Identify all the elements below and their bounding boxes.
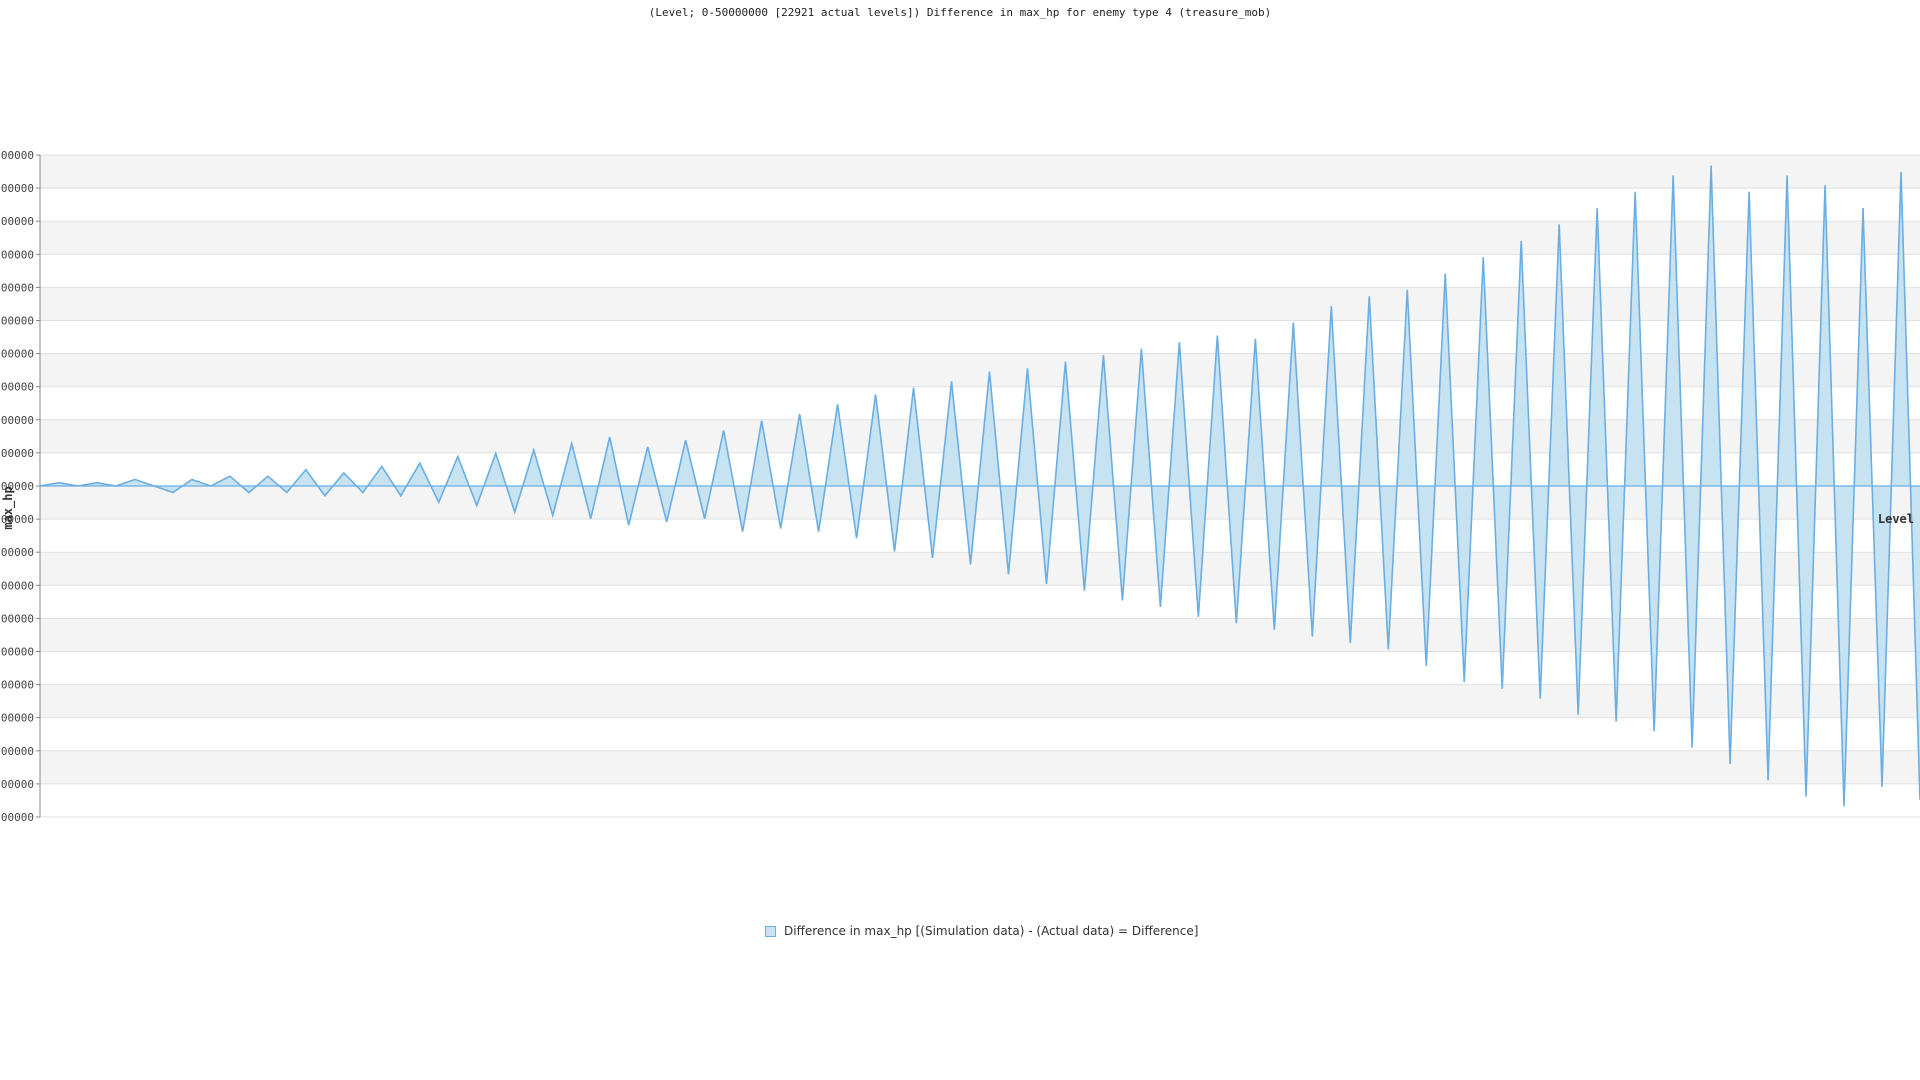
plot-band <box>40 188 1920 222</box>
y-tick-label: 00000 <box>1 281 34 294</box>
plot-band <box>40 386 1920 420</box>
y-tick-label: 00000 <box>1 480 34 493</box>
chart-title: (Level; 0-50000000 [22921 actual levels]… <box>649 6 1272 19</box>
y-tick-label: 00000 <box>1 414 34 427</box>
plot-band <box>40 254 1920 288</box>
plot-band <box>40 618 1920 652</box>
y-tick-label: 00000 <box>1 745 34 758</box>
y-tick-label: 00000 <box>1 712 34 725</box>
plot-band <box>40 155 1920 189</box>
y-tick-label: 00000 <box>1 248 34 261</box>
plot-band <box>40 552 1920 586</box>
plot-band <box>40 353 1920 387</box>
x-axis-title: Level <box>1878 512 1914 526</box>
plot-band <box>40 684 1920 718</box>
plot-band <box>40 320 1920 354</box>
y-tick-label: 00000 <box>1 149 34 162</box>
legend-label: Difference in max_hp [(Simulation data) … <box>784 924 1199 938</box>
y-ticks: 00000 00000 00000 00000 00000 00000 00000 00000… <box>1 149 40 824</box>
y-tick-label: 00000 <box>1 381 34 394</box>
plot-band <box>40 783 1920 817</box>
y-tick-label: 00000 <box>1 447 34 460</box>
data-line <box>39 165 1920 807</box>
plot-band <box>40 651 1920 685</box>
y-tick-label: 00000 <box>1 612 34 625</box>
legend-swatch <box>765 925 776 937</box>
plot-band <box>40 486 1920 520</box>
y-tick-label: 00000 <box>1 579 34 592</box>
y-tick-label: 00000 <box>1 778 34 791</box>
y-tick-label: 00000 <box>1 182 34 195</box>
y-tick-label: 00000 <box>1 348 34 361</box>
plot-band <box>40 750 1920 784</box>
y-tick-label: 00000 <box>1 811 34 824</box>
plot-band <box>40 519 1920 553</box>
y-tick-label: 00000 <box>1 315 34 328</box>
plot-band <box>40 717 1920 751</box>
y-tick-label: 00000 <box>1 546 34 559</box>
y-tick-label: 00000 <box>1 215 34 228</box>
plot-band <box>40 287 1920 321</box>
plot-band <box>40 221 1920 255</box>
y-axis-title: max_hp <box>1 486 16 529</box>
plot-band <box>40 585 1920 619</box>
y-tick-label: 00000 <box>1 513 34 526</box>
legend: Difference in max_hp [(Simulation data) … <box>765 924 1198 938</box>
y-tick-label: 00000 <box>1 646 34 659</box>
plot-bands <box>40 155 1920 817</box>
y-tick-label: 00000 <box>1 679 34 692</box>
